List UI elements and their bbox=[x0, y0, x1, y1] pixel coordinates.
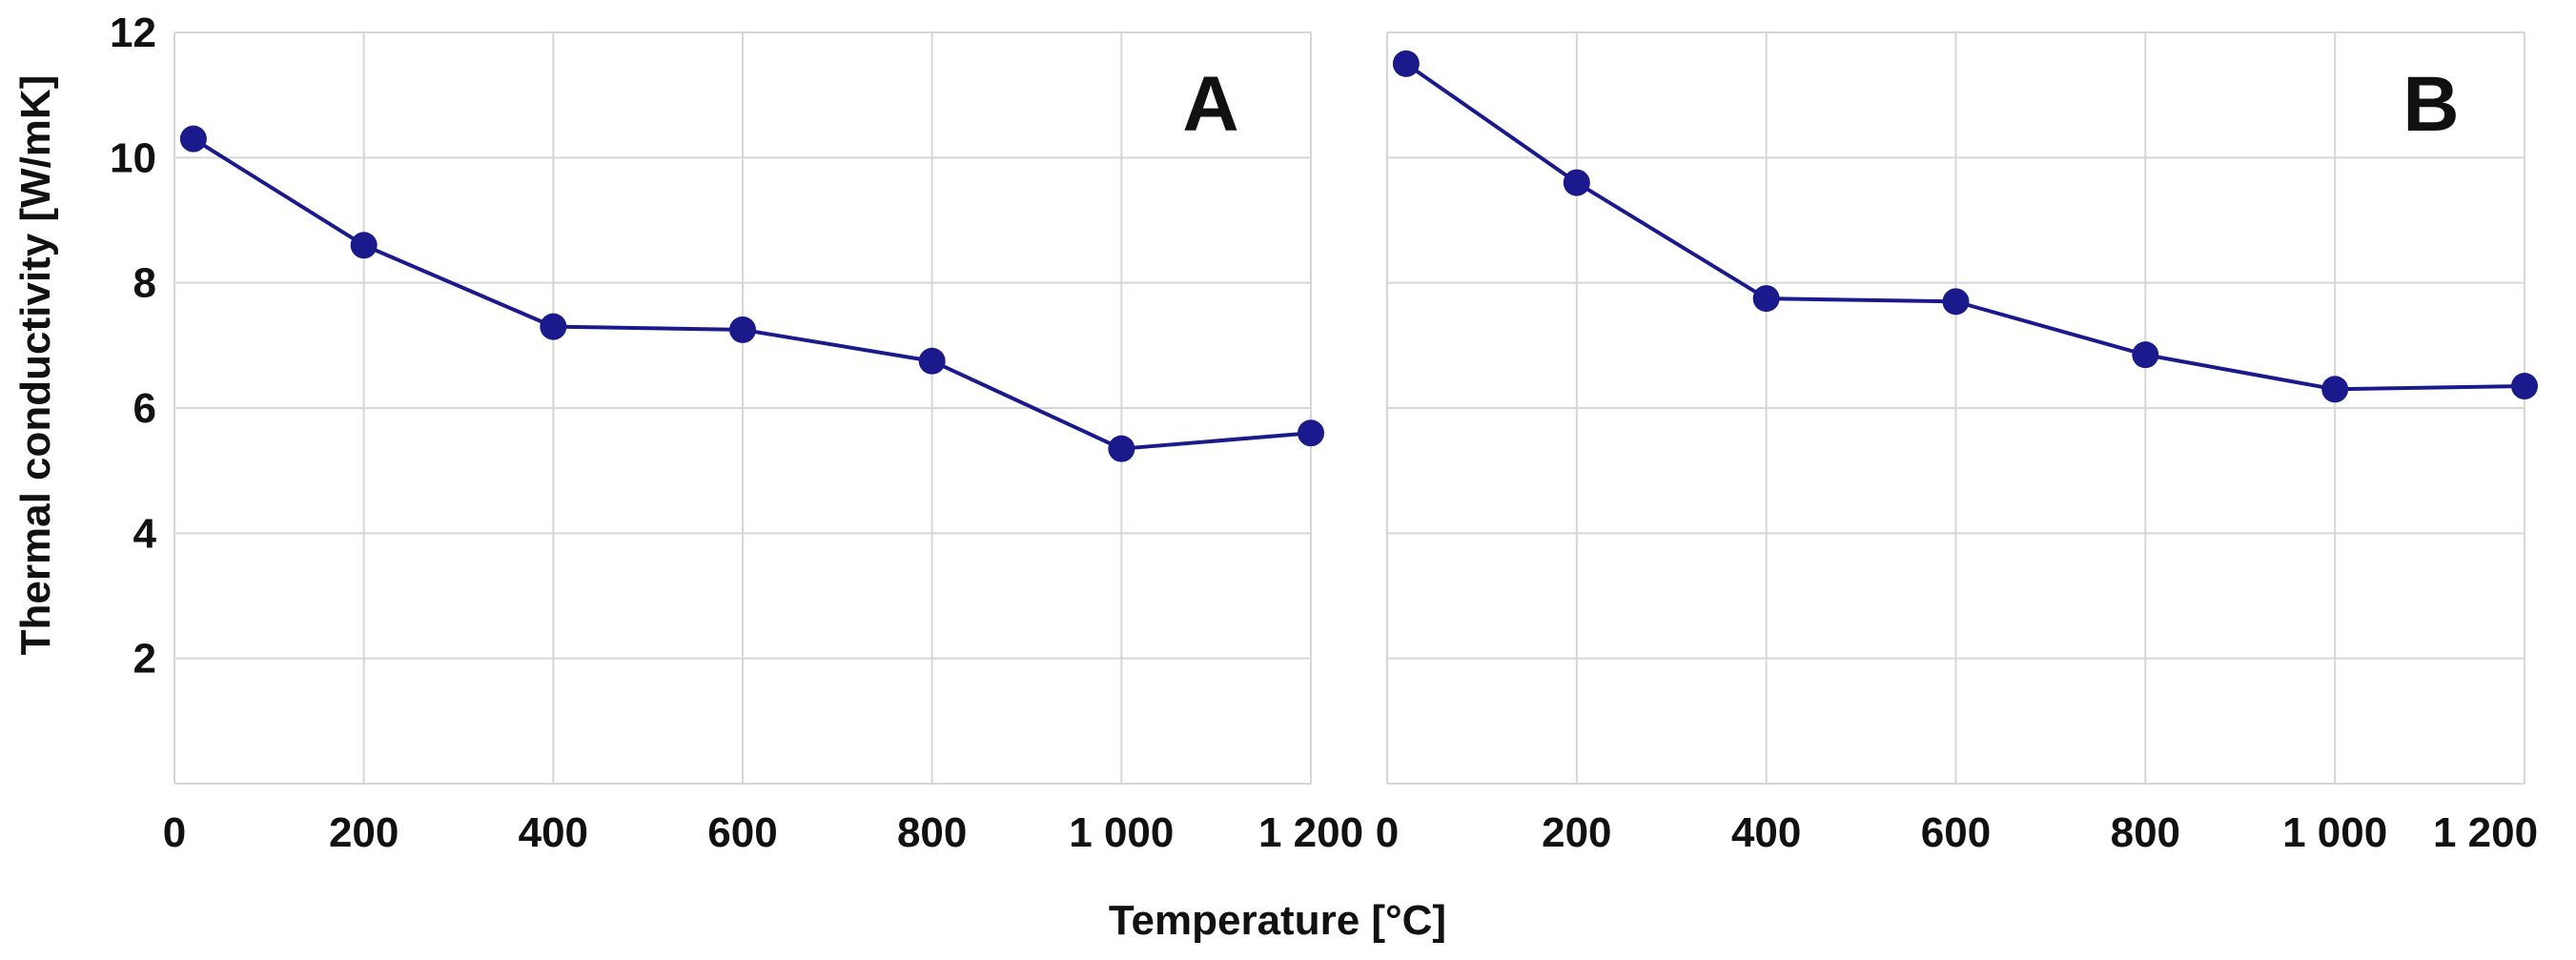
panel-b-data-point bbox=[1942, 288, 1970, 316]
panel-b-x-tick-label: 1 200 bbox=[2433, 809, 2538, 856]
panel-b-series-line bbox=[1404, 62, 2525, 392]
panel-a-y-tick-label: 2 bbox=[133, 636, 156, 683]
panel-b-data-point bbox=[2511, 373, 2538, 400]
panel-a-data-point bbox=[1108, 435, 1135, 462]
panel-a-data-point bbox=[918, 347, 946, 375]
panel-a-y-tick-label: 12 bbox=[110, 10, 156, 56]
panel-b-label: B bbox=[2402, 61, 2459, 148]
panel-a-y-tick-label: 8 bbox=[133, 260, 156, 307]
panel-a-x-tick-label: 200 bbox=[329, 809, 399, 856]
panel-a-x-tick-label: 0 bbox=[163, 809, 186, 856]
panel-b-x-tick-label: 1 000 bbox=[2282, 809, 2387, 856]
panel-b-x-tick-label: 0 bbox=[1376, 809, 1399, 856]
panel-a-data-point bbox=[350, 232, 378, 259]
panel-b-x-tick-label: 600 bbox=[1921, 809, 1991, 856]
panel-b-x-tick-label: 400 bbox=[1731, 809, 1801, 856]
panel-a-x-tick-label: 400 bbox=[519, 809, 588, 856]
panel-a-data-point bbox=[540, 313, 567, 340]
panel-a-x-tick-label: 600 bbox=[707, 809, 777, 856]
panel-a-label: A bbox=[1182, 61, 1238, 148]
panel-b: 0 200 400 600 800 1 000 1 200 B bbox=[1376, 31, 2538, 856]
panel-b-data-point bbox=[1392, 50, 1420, 77]
panel-a-series-line bbox=[192, 136, 1312, 451]
x-axis-title: Temperature [°C] bbox=[1109, 897, 1446, 944]
panel-a-y-tick-label: 10 bbox=[110, 134, 156, 181]
panel-b-data-point bbox=[2321, 376, 2349, 403]
panel-b-data-point bbox=[1563, 169, 1590, 196]
panel-b-data-point bbox=[2132, 341, 2159, 369]
panel-a-x-tick-label: 800 bbox=[897, 809, 967, 856]
y-axis-title: Thermal conductivity [W/mK] bbox=[12, 75, 59, 656]
panel-a-data-point bbox=[179, 125, 207, 153]
panel-a-x-tick-label: 1 000 bbox=[1069, 809, 1174, 856]
panel-b-x-tick-label: 800 bbox=[2111, 809, 2180, 856]
panel-a-y-tick-label: 4 bbox=[133, 510, 157, 557]
panel-b-data-point bbox=[1752, 285, 1780, 313]
panel-b-x-tick-label: 200 bbox=[1542, 809, 1611, 856]
panel-a-x-tick-label: 1 200 bbox=[1258, 809, 1363, 856]
panel-a-y-tick-label: 6 bbox=[133, 385, 156, 432]
panel-a-data-point bbox=[1298, 419, 1324, 447]
panel-a: 2 4 6 8 10 12 0 200 400 600 800 1 000 1 200 A bbox=[110, 10, 1363, 856]
panel-a-data-point bbox=[729, 316, 756, 343]
